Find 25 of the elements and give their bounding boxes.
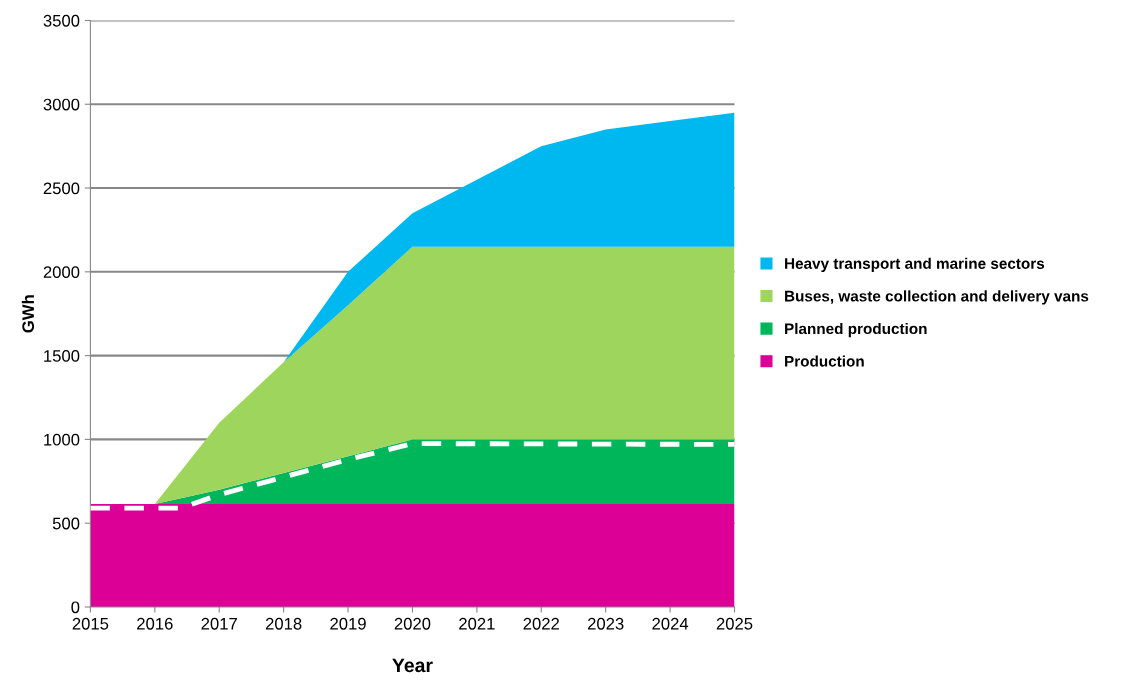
x-tick-label: 2019 xyxy=(330,617,366,630)
x-tick-label: 2021 xyxy=(459,617,495,630)
x-tick-label: 2015 xyxy=(72,617,109,630)
y-tick-label: 3000 xyxy=(43,98,80,111)
y-tick-label: 0 xyxy=(71,601,80,614)
legend-label: Planned production xyxy=(785,322,927,338)
x-tick-label: 2025 xyxy=(716,617,753,630)
y-tick-label: 1500 xyxy=(44,350,80,362)
x-tick-label: 2023 xyxy=(587,617,624,630)
legend-label: Buses, waste collection and delivery vans xyxy=(785,290,1089,305)
x-tick-label: 2016 xyxy=(137,617,173,630)
y-tick-label: 500 xyxy=(52,517,80,530)
legend-label: Production xyxy=(785,355,864,367)
y-tick-label: 3500 xyxy=(43,14,80,27)
x-axis-title: Year xyxy=(392,658,433,673)
y-tick-label: 1000 xyxy=(44,433,80,446)
x-tick-label: 2024 xyxy=(652,617,689,630)
y-axis-title: GWh xyxy=(21,295,35,333)
y-tick-label: 2500 xyxy=(43,182,80,195)
y-tick-label: 2000 xyxy=(43,266,80,279)
x-tick-label: 2022 xyxy=(523,617,559,630)
x-tick-label: 2020 xyxy=(394,617,431,630)
x-tick-label: 2018 xyxy=(265,617,302,630)
x-tick-label: 2017 xyxy=(201,617,237,630)
legend-label: Heavy transport and marine sectors xyxy=(785,257,1045,272)
